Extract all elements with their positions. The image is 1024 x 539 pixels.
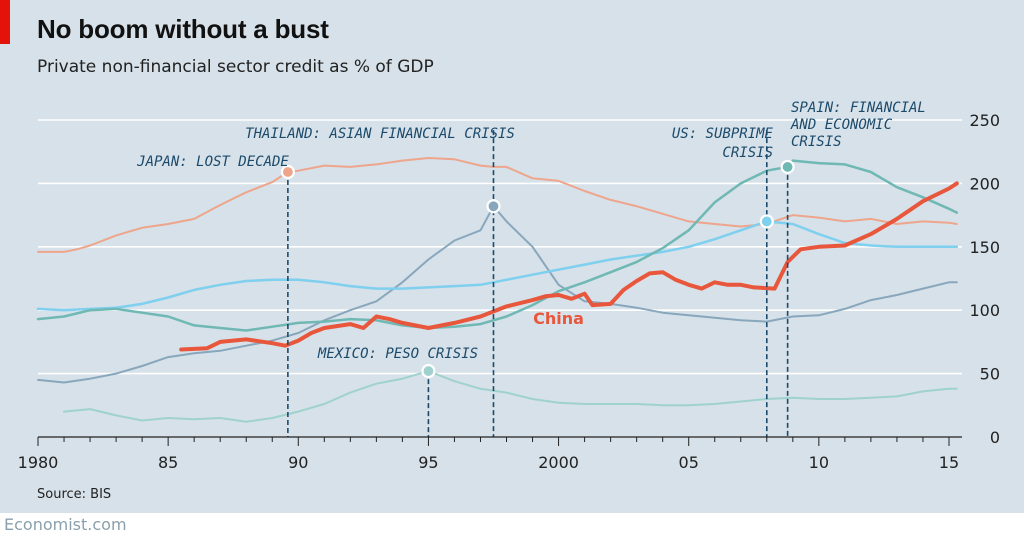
y-tick-label-150: 150 (969, 238, 1000, 257)
y-tick-label-100: 100 (969, 301, 1000, 320)
series-lines: China (36, 157, 959, 423)
series-line-us (36, 220, 959, 312)
y-tick-label-200: 200 (969, 174, 1000, 193)
x-tick-label-1980: 1980 (18, 453, 59, 472)
source-note: Source: BIS (37, 487, 112, 502)
series-label-china: China (533, 309, 584, 328)
series-line-mexico (63, 370, 958, 423)
series-line-china (179, 181, 959, 352)
event-markers: JAPAN: LOST DECADE THAILAND: ASIAN FINANC… (136, 100, 926, 437)
brand-red-tag (0, 0, 10, 44)
x-tick-label-15: 15 (939, 453, 959, 472)
event-dot-us-subprime-crisis (759, 214, 774, 229)
event-label-spain-financial-and-economic-crisis-line-3: CRISIS (791, 134, 842, 150)
series-line-japan (37, 157, 958, 253)
y-tick-label-0: 0 (990, 428, 1000, 447)
event-label-spain-financial-and-economic-crisis-line-1: SPAIN: FINANCIAL (791, 100, 926, 116)
event-dot-japan-lost-decade (280, 164, 295, 180)
chart-title: No boom without a bust (37, 14, 329, 44)
brand-mark: Economist.com (4, 515, 127, 534)
x-tick-label-2000: 2000 (538, 453, 579, 472)
x-tick-label-05: 05 (679, 453, 699, 472)
x-tick-label-85: 85 (158, 453, 178, 472)
y-tick-label-250: 250 (969, 111, 1000, 130)
x-tick-label-10: 10 (809, 453, 829, 472)
series-line-thailand (37, 205, 958, 384)
axes: 0 50 100 150 200 250 1980 85 90 95 2000 05 10 15 (18, 111, 1000, 472)
footer-bar (0, 513, 1024, 539)
event-label-us-subprime-crisis-line-1: US: SUBPRIME (672, 126, 774, 142)
x-tick-label-95: 95 (418, 453, 438, 472)
event-label-mexico-peso-crisis: MEXICO: PESO CRISIS (317, 346, 478, 362)
chart-subtitle: Private non-financial sector credit as %… (37, 57, 434, 77)
x-tick-label-90: 90 (288, 453, 308, 472)
event-dot-thailand-asian-financial-crisis (486, 199, 501, 214)
event-label-us-subprime-crisis-line-2: CRISIS (722, 145, 773, 161)
y-tick-label-50: 50 (980, 365, 1000, 384)
event-dot-mexico-peso-crisis (421, 363, 436, 379)
event-dot-spain-financial-and-economic-crisis (780, 159, 795, 175)
event-label-japan-lost-decade: JAPAN: LOST DECADE (136, 154, 289, 170)
event-label-thailand-asian-financial-crisis: THAILAND: ASIAN FINANCIAL CRISIS (245, 126, 515, 142)
series-line-spain (36, 159, 959, 332)
event-label-spain-financial-and-economic-crisis-line-2: AND ECONOMIC (790, 117, 893, 133)
